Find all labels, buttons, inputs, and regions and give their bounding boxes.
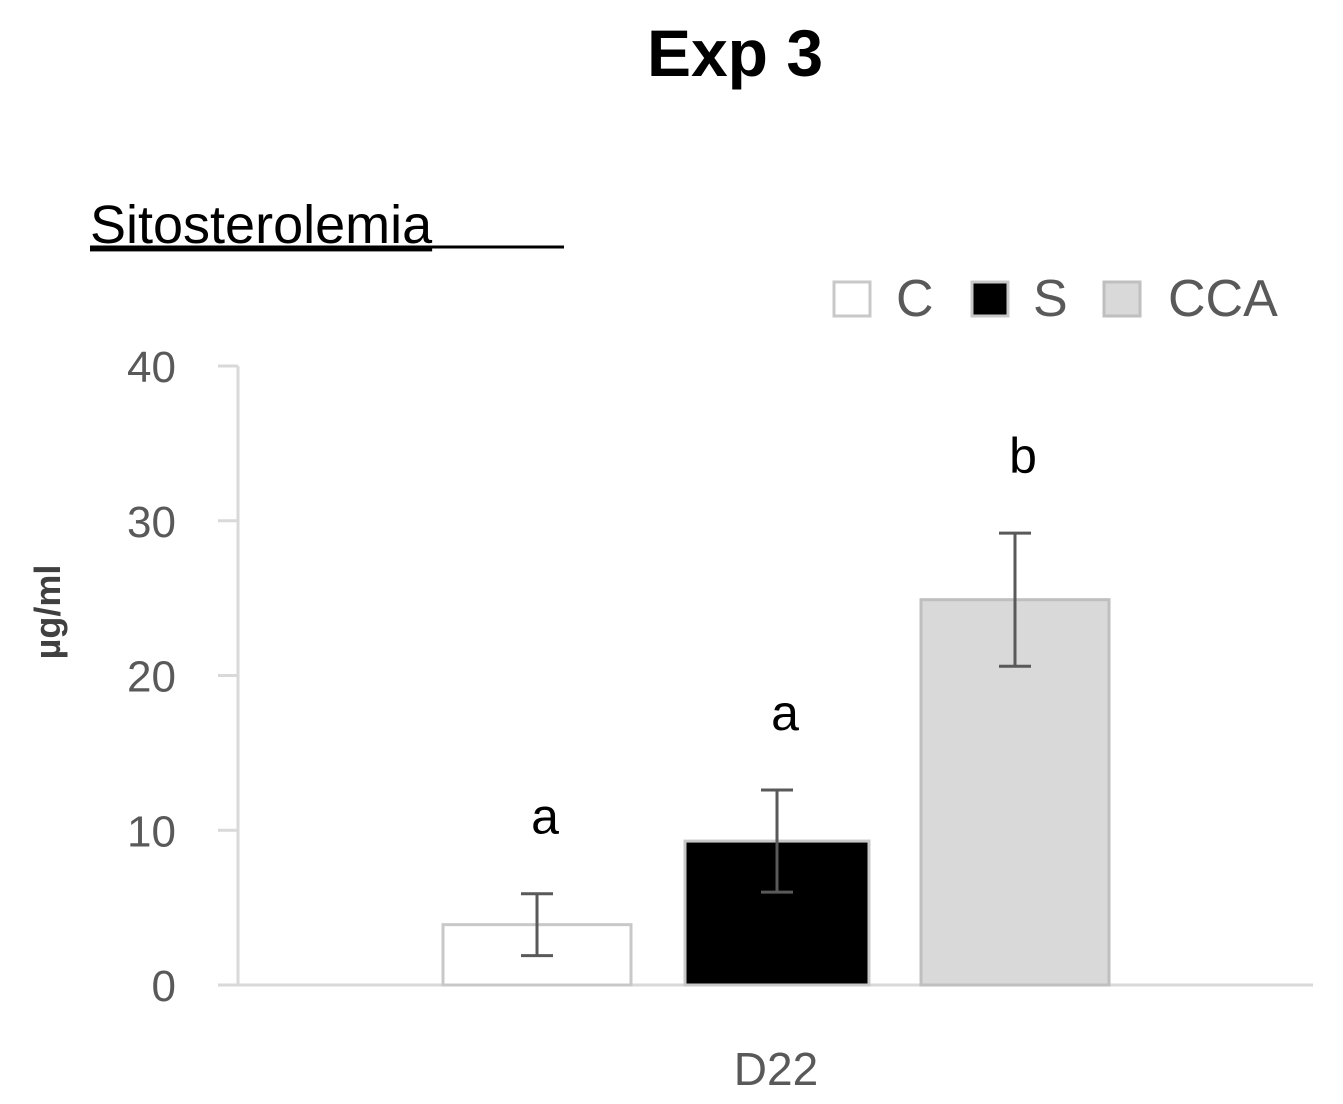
y-tick-label: 10 — [127, 807, 176, 856]
significance-label-s: a — [771, 685, 799, 741]
significance-label-c: a — [531, 789, 559, 845]
y-tick-label: 40 — [127, 343, 176, 392]
y-tick-label: 30 — [127, 498, 176, 547]
y-tick-label: 20 — [127, 653, 176, 702]
y-axis-label: µg/ml — [27, 565, 68, 660]
legend-label-s: S — [1033, 270, 1068, 328]
legend-swatch-c — [832, 280, 872, 318]
x-category-label: D22 — [734, 1043, 818, 1095]
significance-label-cca: b — [1009, 428, 1037, 484]
bars: a a b — [441, 428, 1111, 987]
legend-swatch-s — [970, 280, 1010, 318]
legend-label-cca: CCA — [1168, 270, 1278, 328]
legend: C S CCA — [832, 270, 1278, 328]
chart-subtitle: Sitosterolemia — [90, 195, 433, 255]
chart-title: Exp 3 — [647, 16, 823, 90]
legend-label-c: C — [896, 270, 934, 328]
legend-swatch-cca — [1102, 280, 1142, 318]
y-tick-label: 0 — [152, 962, 176, 1011]
